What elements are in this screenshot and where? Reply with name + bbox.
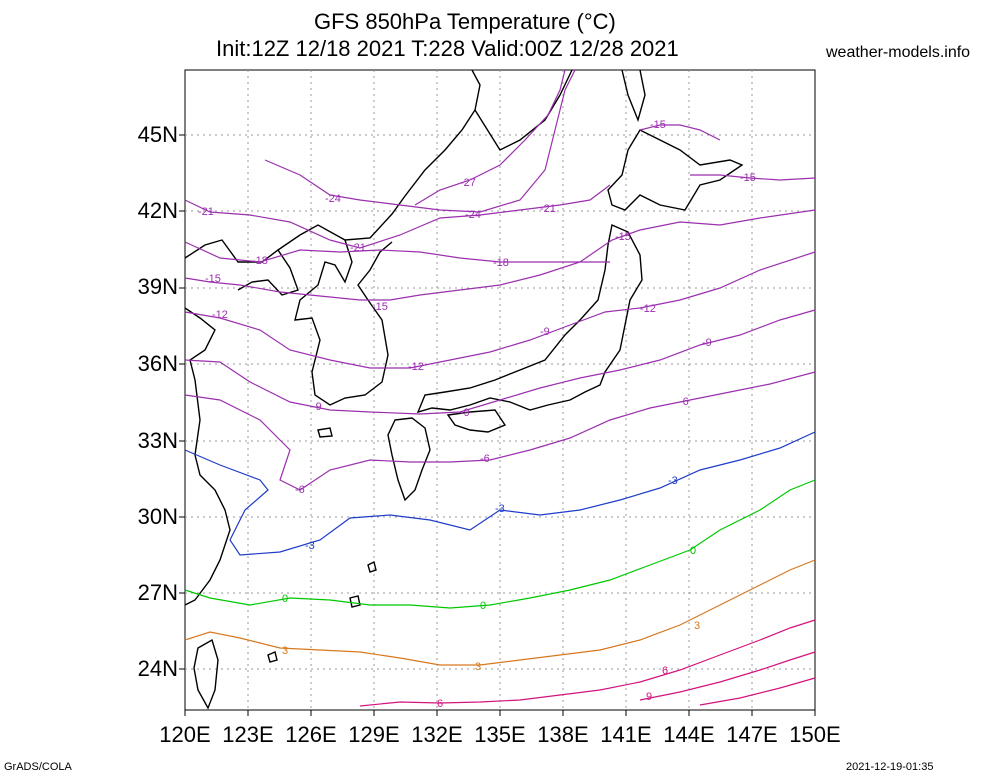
- contour-label: -21: [540, 203, 556, 215]
- lat-label-36n: 36N: [137, 351, 178, 376]
- contour-label: 6: [662, 665, 668, 677]
- temperature-contours: [184, 69, 816, 707]
- contour-minus-3: [184, 431, 816, 556]
- coastline-northeast-asia: [184, 69, 481, 263]
- lon-label-129e: 129E: [348, 722, 400, 747]
- contour-label: 9: [646, 691, 652, 703]
- map-title: GFS 850hPa Temperature (°C): [314, 9, 616, 34]
- footer-timestamp: 2021-12-19-01:35: [846, 761, 934, 773]
- contour-minus-12: [184, 251, 816, 369]
- coastline-taiwan: [193, 638, 219, 710]
- contour-label: 3: [694, 620, 700, 632]
- contour-3: [184, 559, 816, 666]
- contour-label: -21: [350, 242, 366, 254]
- lon-label-138e: 138E: [537, 722, 589, 747]
- contour-label: 6: [437, 698, 443, 710]
- contour-label: -3: [495, 503, 505, 515]
- contour-0: [184, 479, 816, 609]
- contour-label: 3: [282, 645, 288, 657]
- site-watermark: weather-models.info: [826, 44, 971, 61]
- contour-label: -6: [480, 453, 490, 465]
- contour-9-south: [699, 677, 816, 706]
- contour-label: -12: [640, 303, 656, 315]
- coastline-kyushu: [387, 417, 431, 502]
- contour-label: -9: [312, 401, 322, 413]
- lat-label-42n: 42N: [137, 198, 178, 223]
- lat-label-30n: 30N: [137, 504, 178, 529]
- island-amami: [349, 595, 361, 608]
- contour-label: -18: [252, 255, 268, 267]
- contour-label: -15: [650, 119, 666, 131]
- contour-label: -9: [702, 337, 712, 349]
- contour-label: 0: [282, 593, 288, 605]
- contour-minus-21: [184, 184, 611, 249]
- lat-label-27n: 27N: [137, 580, 178, 605]
- lon-label-120e: 120E: [159, 722, 211, 747]
- contour-label: -12: [212, 309, 228, 321]
- contour-label: -6: [295, 484, 305, 496]
- contour-label: -15: [372, 301, 388, 313]
- contour-6: [359, 619, 816, 707]
- lon-label-144e: 144E: [663, 722, 715, 747]
- contour-minus-9: [184, 309, 816, 415]
- contour-label: 3: [475, 661, 481, 673]
- lon-label-126e: 126E: [285, 722, 337, 747]
- contour-minus-6: [184, 371, 816, 491]
- lat-label-33n: 33N: [137, 428, 178, 453]
- contour-minus-18: [184, 241, 610, 263]
- coastline-korea: [294, 239, 393, 406]
- axis-ticks: [179, 134, 816, 716]
- contour-label: -24: [465, 209, 481, 221]
- lon-label-141e: 141E: [600, 722, 652, 747]
- graticule: [185, 70, 815, 710]
- contour-minus-15-east: [690, 174, 816, 181]
- contour-label: -9: [460, 407, 470, 419]
- lat-label-24n: 24N: [137, 656, 178, 681]
- contour-label: -18: [493, 257, 509, 269]
- contour-labels: -27 -24 -24 -21 -21 -21 -18 -18 -15 -15 …: [198, 119, 756, 710]
- coastline-sakhalin: [621, 69, 646, 123]
- lon-label-123e: 123E: [222, 722, 274, 747]
- coastline-china-east: [184, 307, 231, 606]
- contour-label: -24: [325, 193, 341, 205]
- contour-minus-27: [414, 69, 566, 206]
- contour-label: -3: [305, 540, 315, 552]
- contour-label: -15: [205, 273, 221, 285]
- lon-label-147e: 147E: [726, 722, 778, 747]
- coastline-shikoku: [446, 409, 507, 433]
- footer-software: GrADS/COLA: [4, 761, 72, 773]
- contour-minus-24: [264, 69, 576, 213]
- contour-label: -12: [408, 361, 424, 373]
- lon-label-150e: 150E: [789, 722, 841, 747]
- lon-label-135e: 135E: [474, 722, 526, 747]
- lat-label-39n: 39N: [137, 274, 178, 299]
- contour-label: -6: [679, 396, 689, 408]
- contour-9: [639, 651, 816, 701]
- coastline-honshu: [416, 224, 643, 414]
- lon-label-132e: 132E: [411, 722, 463, 747]
- contour-label: 0: [690, 545, 696, 557]
- contour-label: -27: [460, 177, 476, 189]
- contour-minus-15-north: [639, 124, 721, 141]
- coastline-primorye: [474, 69, 573, 151]
- coastline-bohai: [237, 249, 299, 296]
- island-yaeyama: [267, 651, 278, 663]
- contour-label: -15: [740, 172, 756, 184]
- contour-label: -3: [668, 475, 678, 487]
- coastline-hokkaido: [607, 129, 744, 211]
- contour-minus-15: [184, 209, 816, 301]
- contour-label: -15: [615, 231, 631, 243]
- contour-label: -9: [540, 326, 550, 338]
- island-okinawa: [367, 560, 377, 573]
- contour-label: -21: [198, 206, 214, 218]
- contour-label: 0: [480, 600, 486, 612]
- coastlines: [184, 69, 744, 710]
- map-subtitle: Init:12Z 12/18 2021 T:228 Valid:00Z 12/2…: [216, 36, 679, 61]
- lat-label-45n: 45N: [137, 122, 178, 147]
- island-jeju: [317, 427, 333, 438]
